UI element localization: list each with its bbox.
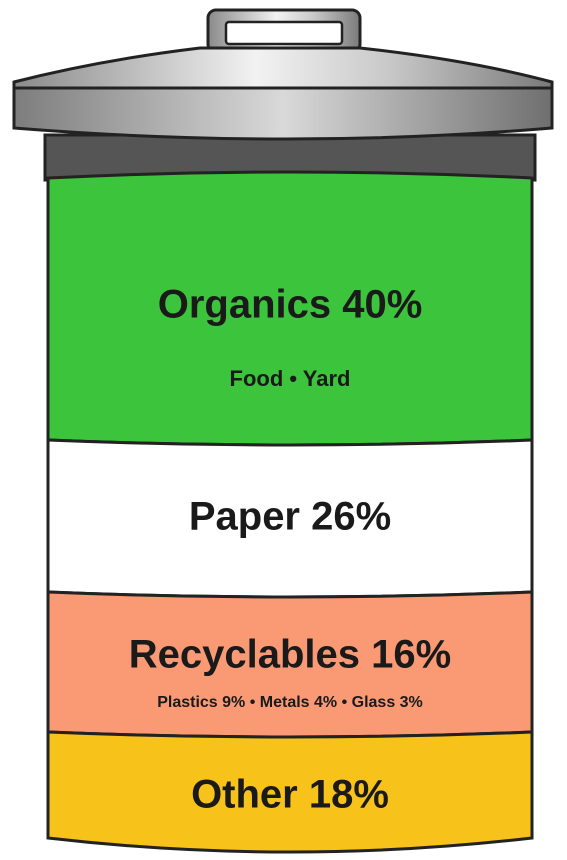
segment-label: Organics 40% [158, 283, 423, 327]
segment-label: Other 18% [191, 773, 389, 817]
segment-label: Paper 26% [189, 495, 391, 539]
segment-label: Recyclables 16% [129, 633, 451, 677]
lid-band [12, 86, 554, 141]
handle-hole [224, 20, 344, 46]
segment-detail: Food • Yard [230, 366, 351, 391]
segment-other [46, 730, 534, 854]
segment-detail: Plastics 9% • Metals 4% • Glass 3% [157, 694, 423, 711]
